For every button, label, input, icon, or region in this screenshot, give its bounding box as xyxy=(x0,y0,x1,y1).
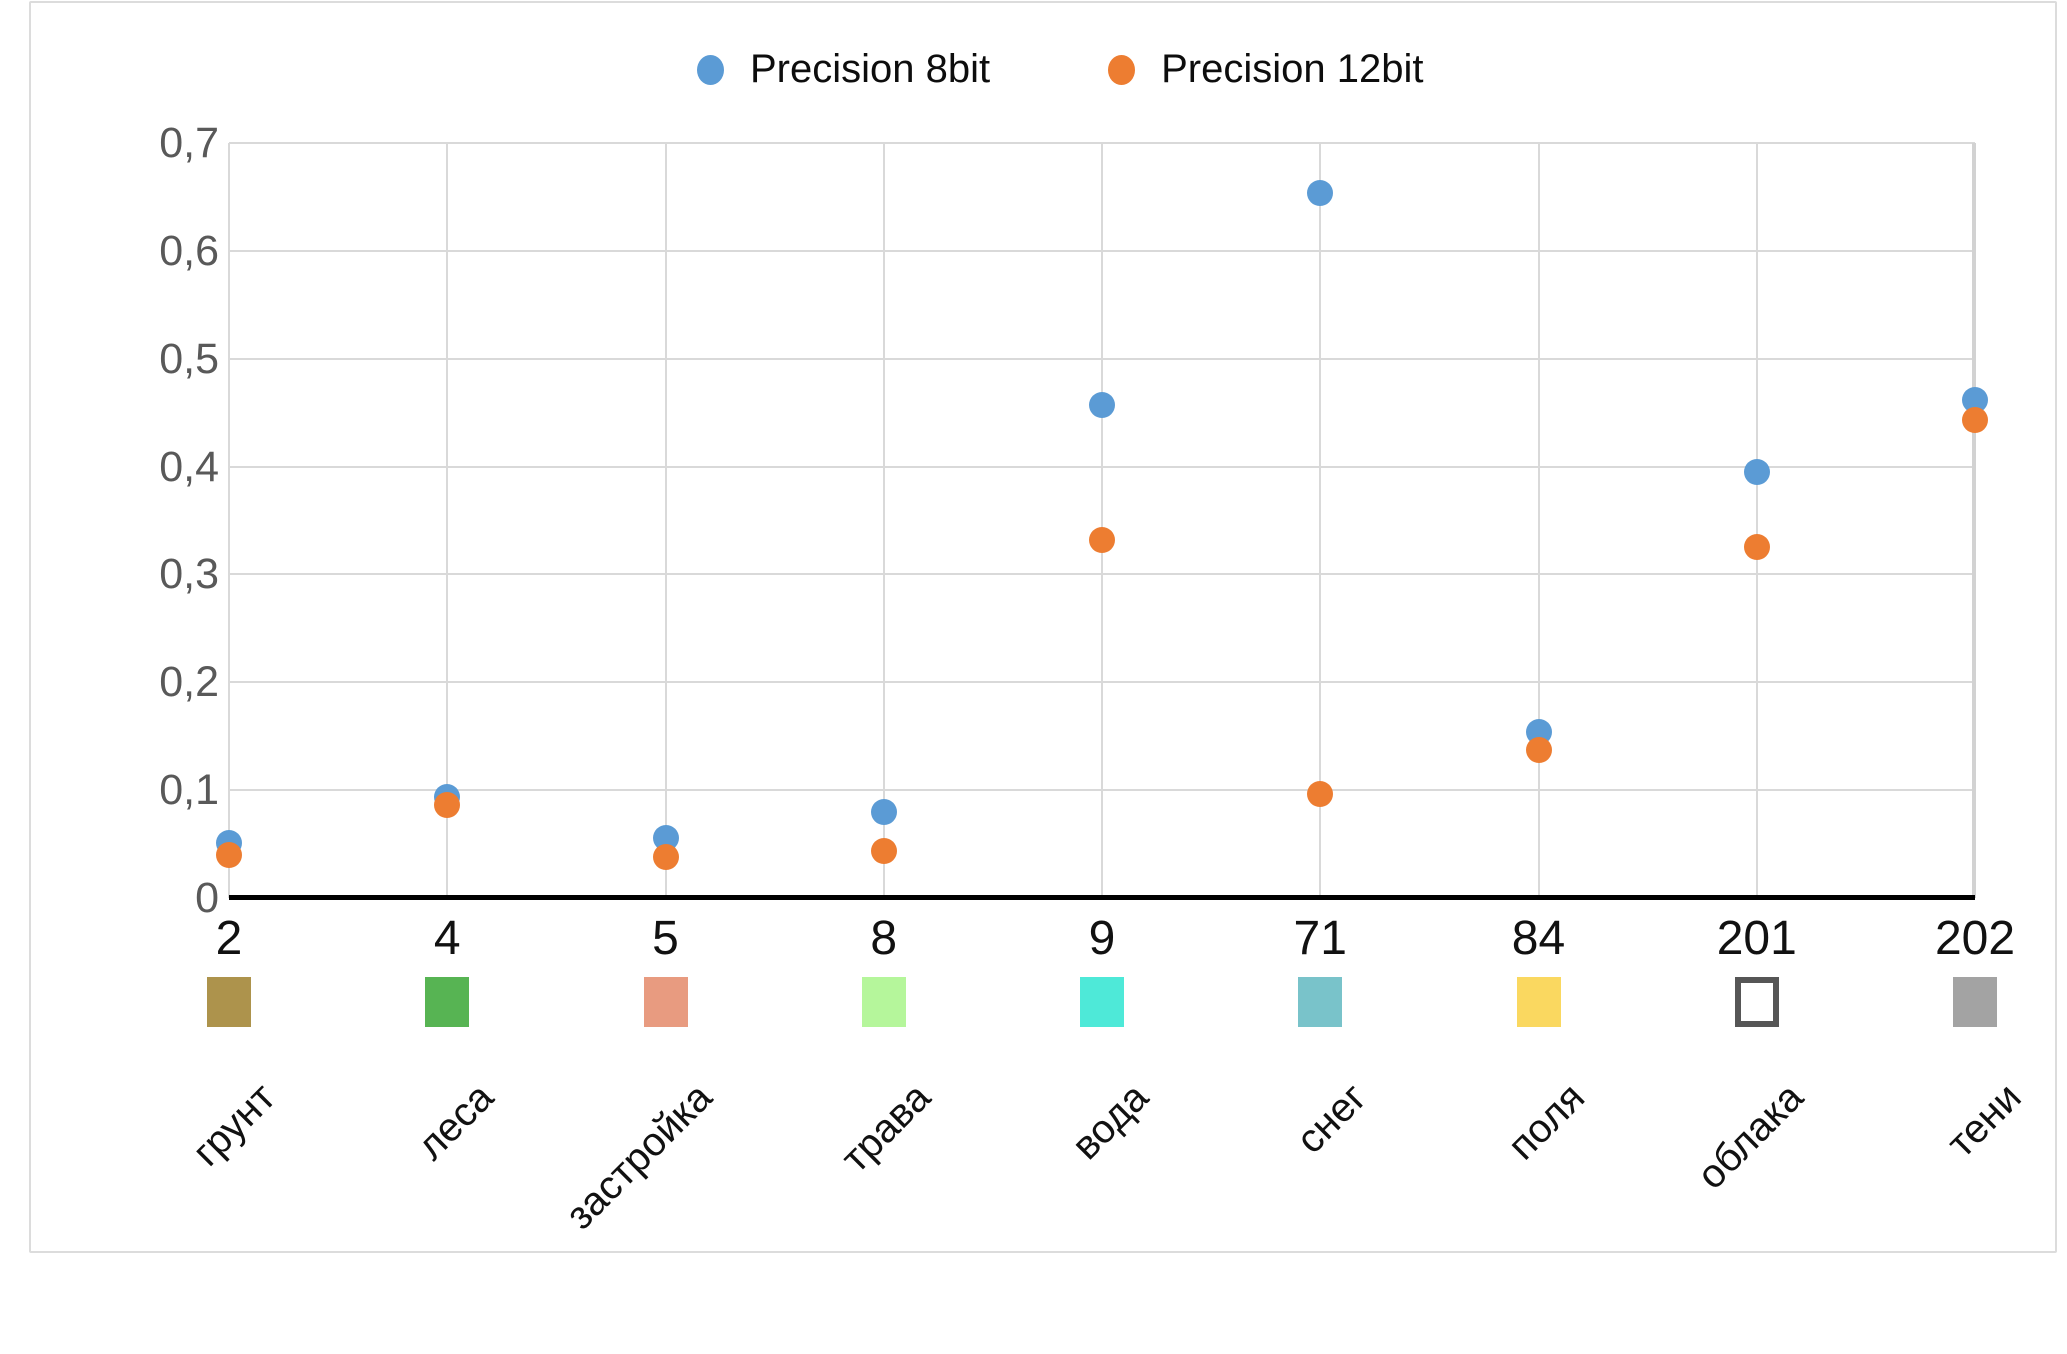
category-number: 2 xyxy=(215,912,243,965)
category-swatch xyxy=(1080,977,1124,1027)
category-label: вода xyxy=(1063,1075,1158,1169)
category-label: грунт xyxy=(184,1075,285,1175)
gridline-vertical xyxy=(664,143,667,898)
category-number: 9 xyxy=(1088,912,1116,965)
category-label: леса xyxy=(409,1075,503,1169)
legend-item-precision-8bit: Precision 8bit xyxy=(697,47,990,92)
category-label: облака xyxy=(1689,1075,1812,1198)
category-swatch xyxy=(207,977,251,1027)
y-axis-tick-label: 0,5 xyxy=(159,334,219,383)
category-label: тени xyxy=(1939,1075,2031,1166)
data-point xyxy=(870,837,897,864)
data-point xyxy=(434,792,461,819)
chart-card: Precision 8bit Precision 12bit 0 0,1 0,2 0,… xyxy=(29,1,2057,1253)
data-point xyxy=(652,844,679,870)
category-label: застройка xyxy=(557,1075,721,1238)
category-swatch xyxy=(861,977,906,1027)
gridline-vertical xyxy=(1319,143,1322,898)
gridline-vertical xyxy=(446,143,449,898)
y-axis-tick-label: 0,4 xyxy=(159,442,219,491)
y-axis-tick-label: 0,3 xyxy=(159,550,219,599)
y-axis-tick-label: 0,2 xyxy=(159,658,219,707)
category-number: 8 xyxy=(870,912,898,965)
legend-label: Precision 12bit xyxy=(1161,47,1424,91)
category-swatch xyxy=(643,977,688,1027)
y-axis-tick-label: 0,7 xyxy=(159,119,219,167)
gridline-vertical xyxy=(1537,143,1540,898)
data-point xyxy=(1307,179,1334,206)
data-point xyxy=(1962,407,1988,434)
category-swatch xyxy=(1298,977,1343,1027)
plot-area xyxy=(216,142,1988,900)
category-number: 201 xyxy=(1716,912,1797,965)
legend-label: Precision 8bit xyxy=(750,47,991,91)
y-axis-tick-label: 0,1 xyxy=(159,766,219,815)
category-label: трава xyxy=(832,1075,939,1181)
category-number: 202 xyxy=(1934,912,2016,965)
x-axis-line xyxy=(229,895,1975,900)
category-number: 71 xyxy=(1293,912,1347,965)
gridline-vertical xyxy=(1755,143,1758,898)
category-swatch xyxy=(1516,977,1561,1027)
data-point xyxy=(1525,737,1552,764)
y-axis-tick-label: 0,6 xyxy=(159,226,219,275)
gridline-vertical xyxy=(1972,143,1976,898)
y-axis-tick-label: 0 xyxy=(195,874,219,922)
data-point xyxy=(1307,781,1334,808)
data-point xyxy=(1089,392,1115,419)
gridline-vertical xyxy=(882,143,885,898)
category-number: 5 xyxy=(652,912,679,965)
legend-dot-blue-icon xyxy=(697,54,724,85)
data-point xyxy=(216,841,242,868)
category-number: 4 xyxy=(433,912,461,965)
legend-dot-orange-icon xyxy=(1108,54,1136,85)
category-number: 84 xyxy=(1511,912,1566,965)
legend-item-precision-12bit: Precision 12bit xyxy=(1108,47,1424,92)
data-point xyxy=(1743,458,1770,485)
gridline-vertical xyxy=(1101,143,1103,898)
gridline-vertical xyxy=(228,143,230,898)
category-swatch xyxy=(1953,977,1997,1027)
data-point xyxy=(1743,534,1770,561)
data-point xyxy=(870,798,897,825)
category-label: поля xyxy=(1500,1075,1594,1169)
category-label: снег xyxy=(1288,1075,1376,1162)
category-swatch xyxy=(425,977,470,1027)
chart-legend: Precision 8bit Precision 12bit xyxy=(697,47,1424,92)
data-point xyxy=(1089,526,1115,553)
category-swatch xyxy=(1734,977,1779,1027)
